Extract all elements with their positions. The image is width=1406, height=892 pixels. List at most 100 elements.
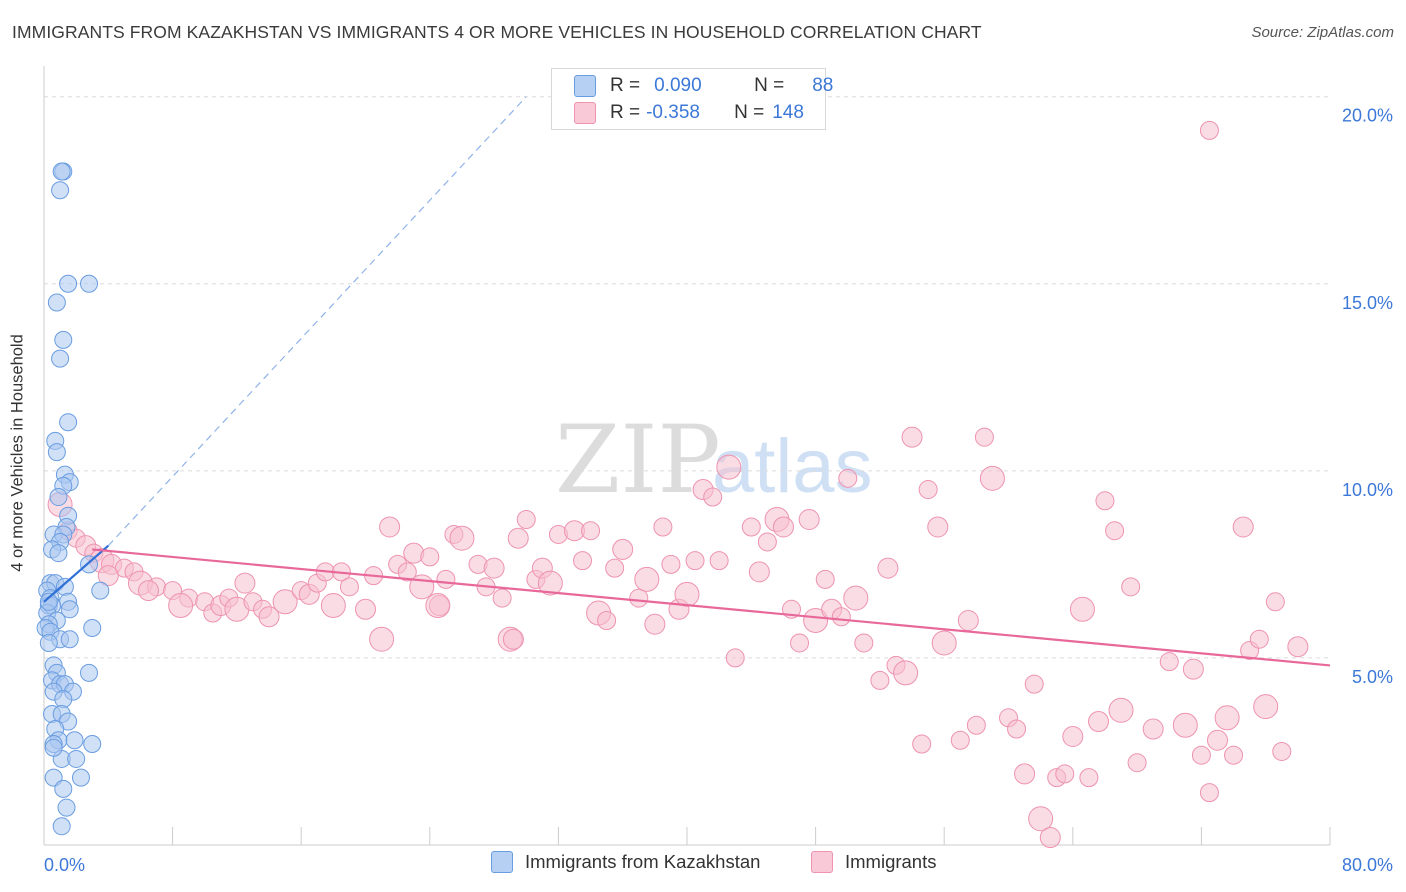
kazakhstan-point [83,618,102,637]
immigrants-point [893,660,919,686]
immigrants-point [854,633,874,653]
immigrants-point [403,542,425,564]
kazakhstan-point [39,633,58,652]
immigrants-point [1199,120,1219,140]
immigrants-point [581,521,601,541]
immigrants-point [234,572,256,594]
immigrants-point [379,516,401,538]
immigrants-point [901,426,923,448]
immigrants-point [516,509,536,529]
immigrants-point [1172,712,1198,738]
immigrants-point [815,569,835,589]
r-value: -0.358 [646,102,700,123]
kazakhstan-point [59,274,78,293]
immigrants-point [1182,658,1204,680]
immigrants-point [725,648,745,668]
immigrants-point [957,610,979,632]
immigrants-point [870,670,890,690]
immigrants-point [979,465,1005,491]
kazakhstan-point [65,731,84,750]
immigrants-point [425,593,451,619]
immigrants-point [757,532,777,552]
immigrants-point [492,588,512,608]
immigrants-point [1142,718,1164,740]
y-tick-label: 10.0% [1342,480,1393,500]
source-credit: Source: ZipAtlas.com [1251,24,1394,41]
legend-label: Immigrants from Kazakhstan [525,851,761,872]
kazakhstan-point [54,690,73,709]
immigrants-point [272,589,298,615]
kazakhstan-points [36,162,110,836]
immigrants-point [1105,521,1125,541]
stats-row-immigrants: R = -0.358 N = 148 [574,102,804,124]
immigrants-point [1214,705,1240,731]
immigrants-point [843,585,869,611]
immigrants-point [1224,745,1244,765]
r-value: 0.090 [654,75,702,96]
immigrants-point [1069,596,1095,622]
y-tick-labels: 5.0% 10.0% 15.0% 20.0% [1342,106,1393,687]
immigrants-point [931,630,957,656]
immigrants-trend [92,548,1331,667]
immigrants-point [1007,719,1027,739]
kazakhstan-point [57,798,76,817]
immigrants-point [320,593,346,619]
n-label: N = [734,102,765,123]
immigrants-point [798,508,820,530]
kazakhstan-point [49,544,68,563]
legend-swatch-pink [811,851,833,873]
kazakhstan-point [47,443,66,462]
immigrants-point [612,538,634,560]
kazakhstan-point [91,581,110,600]
immigrants-point [1199,783,1219,803]
immigrants-point [537,570,563,596]
immigrants-point [1095,491,1115,511]
kazakhstan-point [54,779,73,798]
kazakhstan-point [80,663,99,682]
immigrants-point [1028,806,1054,832]
immigrants-point [137,580,159,602]
immigrants-point [483,557,505,579]
immigrants-point [1191,745,1211,765]
immigrants-point [803,608,829,634]
watermark: ZIP atlas [555,406,873,515]
immigrants-point [966,715,986,735]
blue-swatch [574,75,596,97]
n-label: N = [754,75,785,96]
immigrants-point [674,581,700,607]
kazakhstan-point [80,274,99,293]
immigrants-point [355,598,376,620]
immigrants-point [1127,753,1147,773]
kazakhstan-point [52,817,71,836]
grid [44,96,1330,659]
kazakhstan-point [59,413,78,432]
immigrants-point [653,517,673,537]
immigrants-point [1024,674,1044,694]
watermark-zip: ZIP [555,406,721,515]
immigrants-point [918,480,938,500]
immigrants-point [1265,592,1285,612]
immigrants-point [1272,741,1292,761]
immigrants-point [258,606,280,628]
kazakhstan-point [44,738,63,757]
bottom-legend: Immigrants from Kazakhstan Immigrants [0,851,1406,879]
stats-legend: R = 0.090 N = 88 R = -0.358 N = 148 [551,68,833,130]
pink-swatch [574,102,596,124]
immigrants-point [573,551,593,571]
immigrants-point [420,547,440,567]
immigrants-point [1039,827,1061,849]
immigrants-point [748,561,770,583]
immigrants-point [1206,729,1228,751]
kazakhstan-trend-extended [107,96,527,547]
y-tick-label: 5.0% [1352,667,1393,687]
stats-row-kazakhstan: R = 0.090 N = 88 [574,75,833,97]
n-value: 148 [772,102,804,123]
immigrants-point [1249,629,1269,649]
immigrants-point [1108,697,1134,723]
immigrants-point [772,516,794,538]
immigrants-point [877,557,899,579]
legend-swatch-blue [491,851,513,873]
r-label: R = [610,102,641,123]
immigrants-point [597,611,617,631]
